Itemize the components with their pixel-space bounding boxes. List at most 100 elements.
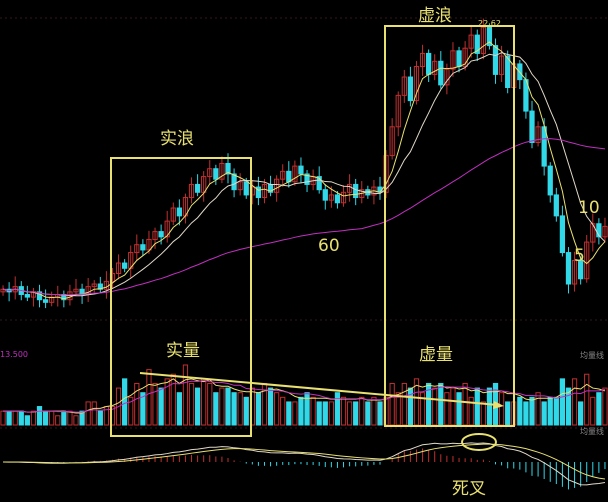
volume-bar [12, 410, 18, 426]
candle-body [140, 244, 146, 251]
volume-bar [255, 392, 262, 426]
candle-body [73, 288, 79, 293]
candle-body [395, 94, 401, 128]
volume-bar [450, 387, 456, 426]
volume-bar [61, 410, 67, 426]
volume-bar [134, 382, 140, 426]
candle-body [535, 126, 541, 144]
volume-bar [0, 410, 6, 426]
candle-body [486, 26, 493, 47]
candle-body [438, 60, 444, 86]
candle-body [407, 76, 414, 102]
volume-bar [480, 401, 486, 426]
volume-bar [316, 401, 322, 426]
volume-bar [30, 410, 37, 426]
candle-body [49, 296, 55, 303]
label-ma60: 60 [318, 236, 340, 256]
volume-bar [201, 378, 207, 426]
volume-bar [267, 387, 274, 426]
candle-body [97, 283, 103, 290]
volume-bar [231, 392, 237, 426]
candle-body [553, 194, 559, 217]
volume-bar [553, 396, 559, 426]
volume-bar [73, 415, 79, 426]
volume-bar [18, 410, 24, 426]
death-cross-ellipse [461, 433, 497, 451]
volume-trend-arrow [139, 372, 499, 406]
candle-body [559, 215, 566, 254]
volume-bar [274, 392, 280, 426]
real-wave-box [110, 157, 252, 437]
ma-line-60 [2, 138, 606, 296]
candle-body [505, 55, 511, 89]
virtual-wave-box [384, 25, 515, 427]
volume-bar [36, 406, 43, 426]
volume-bar [6, 410, 12, 426]
volume-bar [85, 401, 91, 426]
volume-bar [286, 401, 292, 426]
volume-ma-line [3, 379, 606, 413]
volume-bar [456, 392, 462, 426]
candle-body [292, 165, 298, 183]
volume-bar [79, 410, 85, 426]
candle-body [194, 183, 201, 193]
label-virtual-volume: 虚量 [419, 345, 453, 365]
volume-bar [505, 401, 511, 426]
candle-body [176, 207, 182, 217]
volume-bar [55, 415, 61, 426]
macd-panel-tag: 均量线 [580, 427, 604, 436]
candle-body [328, 194, 334, 201]
volume-bar [541, 401, 547, 426]
candle-body [255, 186, 262, 199]
candle-body [274, 178, 280, 193]
candle-body [298, 165, 304, 175]
candle-body [584, 241, 590, 280]
volume-bar [334, 392, 341, 426]
candle-body [432, 60, 438, 75]
candle-body [565, 252, 572, 285]
candle-body [261, 183, 268, 199]
ma-line-5 [2, 41, 606, 300]
volume-bar [401, 382, 407, 426]
volume-bar [97, 410, 103, 426]
candle-body [426, 52, 432, 75]
volume-bar [498, 392, 505, 426]
candle-body [231, 173, 237, 191]
volume-bar [322, 401, 328, 426]
volume-bar [517, 396, 523, 426]
volume-bar [219, 387, 225, 426]
volume-bar [298, 396, 304, 426]
volume-bar [24, 415, 30, 426]
candle-body [134, 244, 140, 254]
volume-bar [486, 387, 493, 426]
volume-bar [128, 396, 134, 426]
candle-body [529, 110, 535, 144]
candle-body [304, 173, 310, 185]
volume-bar [207, 382, 213, 426]
candle-body [492, 45, 499, 75]
volume-bar [152, 382, 158, 426]
volume-bar [237, 392, 243, 426]
candle-body [219, 162, 225, 180]
volume-ma-line [3, 378, 606, 414]
volume-bar [359, 396, 365, 426]
price-high-label: 22.62 [478, 19, 501, 28]
volume-bar [432, 387, 438, 426]
candle-body [170, 207, 176, 222]
label-ma10: 10 [578, 198, 600, 218]
candle-body [340, 191, 347, 204]
volume-bar [91, 401, 97, 426]
volume-bar [122, 378, 128, 426]
candle-body [547, 165, 553, 196]
candle-body [243, 181, 249, 196]
volume-bar [67, 410, 73, 426]
arrow-head-icon [493, 401, 504, 409]
volume-bar [328, 401, 334, 426]
candle-body [164, 220, 170, 238]
volume-bar [468, 396, 474, 426]
label-death-cross: 死叉 [452, 479, 486, 499]
volume-bar [602, 387, 608, 426]
volume-bar [176, 392, 182, 426]
